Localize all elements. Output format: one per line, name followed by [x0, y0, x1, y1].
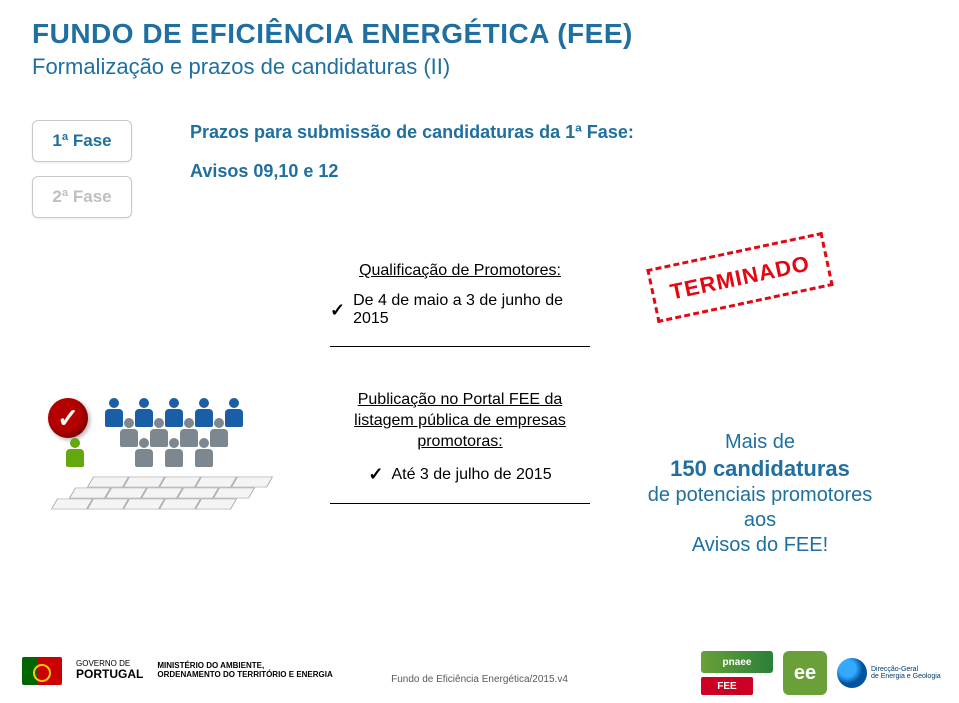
page-subtitle: Formalização e prazos de candidaturas (I… [0, 50, 959, 80]
dgeg-line1: Direcção-Geral [871, 666, 941, 673]
publication-title-l3: promotoras: [417, 433, 502, 450]
person-icon [195, 438, 213, 470]
publication-title: Publicação no Portal FEE da listagem púb… [330, 390, 590, 452]
phase-boxes: 1ª Fase 2ª Fase [32, 120, 132, 232]
footer-right: pnaee FEE ee Direcção-Geral de Energia e… [701, 651, 941, 695]
publication-title-l1: Publicação no Portal FEE da [358, 391, 563, 408]
ee-logo: ee [783, 651, 827, 695]
ministry-line2: ORDENAMENTO DO TERRITÓRIO E ENERGIA [157, 671, 332, 680]
terminated-label: TERMINADO [668, 250, 813, 305]
pnaee-logo: pnaee [701, 651, 773, 673]
qualification-date: De 4 de maio a 3 de junho de 2015 [353, 292, 590, 328]
publication-block: Publicação no Portal FEE da listagem púb… [330, 390, 590, 504]
footer-logo-stack: pnaee FEE [701, 651, 773, 695]
qualification-block: Qualificação de Promotores: ✓ De 4 de ma… [330, 262, 590, 347]
dgeg-line2: de Energia e Geologia [871, 673, 941, 680]
more-than-block: Mais de 150 candidaturas de potenciais p… [630, 430, 890, 558]
selected-check-icon: ✓ [48, 398, 88, 438]
people-infographic: ✓ [50, 358, 300, 518]
footer: GOVERNO DE PORTUGAL MINISTÉRIO DO AMBIEN… [0, 638, 959, 703]
check-icon: ✓ [330, 300, 345, 321]
check-icon: ✓ [368, 464, 383, 485]
more-than-l3: de potenciais promotores aos [630, 483, 890, 533]
dgeg-text: Direcção-Geral de Energia e Geologia [871, 666, 941, 680]
fee-logo: FEE [701, 677, 753, 695]
deadlines-avisos: Avisos 09,10 e 12 [190, 161, 634, 182]
qualification-item: ✓ De 4 de maio a 3 de junho de 2015 [330, 292, 590, 328]
person-icon [135, 438, 153, 470]
footer-left: GOVERNO DE PORTUGAL MINISTÉRIO DO AMBIEN… [22, 657, 333, 685]
dgeg-logo: Direcção-Geral de Energia e Geologia [837, 658, 941, 688]
publication-item: ✓ Até 3 de julho de 2015 [330, 464, 590, 485]
deadlines-block: Prazos para submissão de candidaturas da… [190, 122, 634, 182]
grid-tile [213, 488, 255, 499]
grid-tile [195, 499, 237, 510]
dgeg-globe-icon [837, 658, 867, 688]
divider [330, 503, 590, 504]
more-than-count: 150 candidaturas [630, 455, 890, 483]
gov-text: GOVERNO DE PORTUGAL [76, 660, 143, 682]
footer-center-text: Fundo de Eficiência Energética/2015.v4 [391, 674, 568, 685]
gov-line2: PORTUGAL [76, 668, 143, 681]
person-icon [165, 438, 183, 470]
phase-2-box: 2ª Fase [32, 176, 132, 218]
more-than-l1: Mais de [630, 430, 890, 455]
terminated-stamp: TERMINADO [646, 232, 834, 323]
deadlines-title: Prazos para submissão de candidaturas da… [190, 122, 634, 143]
publication-date: Até 3 de julho de 2015 [391, 466, 551, 484]
page-title: FUNDO DE EFICIÊNCIA ENERGÉTICA (FEE) [0, 0, 959, 50]
grid-tile [231, 477, 273, 488]
publication-title-l2: listagem pública de empresas [354, 412, 566, 429]
divider [330, 346, 590, 347]
ministry-text: MINISTÉRIO DO AMBIENTE, ORDENAMENTO DO T… [157, 662, 332, 680]
more-than-l4: Avisos do FEE! [630, 533, 890, 558]
qualification-title: Qualificação de Promotores: [330, 262, 590, 280]
portugal-flag-icon [22, 657, 62, 685]
phase-1-box: 1ª Fase [32, 120, 132, 162]
person-icon [66, 438, 84, 470]
